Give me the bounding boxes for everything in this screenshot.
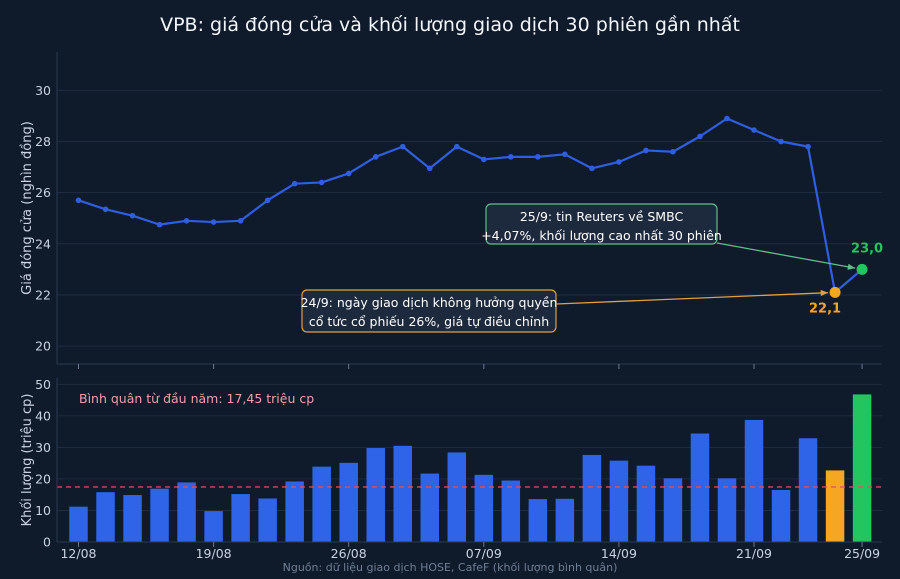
price-y-tick-label: 30 xyxy=(35,83,51,98)
price-point xyxy=(616,159,622,165)
price-point xyxy=(697,133,703,140)
average-volume-label: Bình quân từ đầu năm: 17,45 triệu cp xyxy=(79,391,314,406)
x-tick-label: 25/09 xyxy=(844,546,880,561)
price-point xyxy=(562,151,568,158)
volume-bar xyxy=(663,478,683,542)
volume-bar xyxy=(312,466,331,542)
price-point xyxy=(670,148,676,155)
price-point xyxy=(805,143,811,150)
price-label-green: 23,0 xyxy=(851,241,883,256)
volume-bar xyxy=(555,498,575,542)
volume-bar xyxy=(123,495,142,542)
annotation-smbc-text: +4,07%, khối lượng cao nhất 30 phiên xyxy=(481,228,722,243)
price-point xyxy=(129,212,136,219)
annotation-smbc-box xyxy=(485,203,718,245)
price-point xyxy=(183,217,190,224)
price-point xyxy=(589,165,595,172)
volume-bar xyxy=(285,481,304,542)
price-line xyxy=(78,117,863,294)
volume-bar xyxy=(825,470,845,542)
price-point xyxy=(210,219,217,225)
volume-y-tick-label: 0 xyxy=(43,535,51,550)
price-point xyxy=(724,115,730,122)
price-point xyxy=(453,143,460,150)
annotation-ex-rights-arrowhead xyxy=(820,289,829,297)
x-tick-label: 26/08 xyxy=(331,546,367,561)
price-y-axis-title: Giá đóng cửa (nghìn đồng) xyxy=(20,121,35,295)
price-point xyxy=(291,180,298,187)
price-y-tick-label: 22 xyxy=(35,287,51,302)
price-point xyxy=(264,197,271,204)
volume-y-tick-label: 30 xyxy=(35,440,51,455)
price-point xyxy=(535,154,541,160)
annotation-ex-rights-text: 24/9: ngày giao dịch không hưởng quyền xyxy=(301,295,558,310)
x-tick-label: 12/08 xyxy=(60,546,96,561)
price-point xyxy=(345,170,352,177)
x-tick-label: 14/09 xyxy=(601,546,637,561)
source-footer: Nguồn: dữ liệu giao dịch HOSE, CafeF (kh… xyxy=(282,561,618,574)
annotation-ex-rights-arrow xyxy=(555,292,829,305)
volume-bar xyxy=(582,454,602,542)
price-point xyxy=(399,143,406,150)
volume-bar xyxy=(771,489,791,542)
price-point xyxy=(508,154,514,160)
volume-bar xyxy=(717,478,737,542)
volume-bar xyxy=(528,499,548,542)
volume-bar xyxy=(798,438,818,542)
volume-bar xyxy=(69,506,88,542)
volume-bar xyxy=(609,460,629,542)
x-tick-label: 19/08 xyxy=(196,546,232,561)
annotation-ex-rights-text: cổ tức cổ phiếu 26%, giá tự điều chỉnh xyxy=(309,314,549,329)
price-point xyxy=(751,127,757,133)
price-point xyxy=(318,179,325,186)
volume-bar xyxy=(501,480,521,542)
volume-bar xyxy=(177,482,196,542)
price-point-highlight-green xyxy=(856,263,868,275)
price-point xyxy=(643,147,649,154)
volume-bar xyxy=(636,465,656,542)
volume-bar xyxy=(96,492,115,542)
price-label-orange: 22,1 xyxy=(809,301,841,316)
volume-y-tick-label: 20 xyxy=(35,471,51,486)
annotation-smbc-arrowhead xyxy=(847,263,856,270)
volume-bar xyxy=(258,498,277,542)
volume-y-tick-label: 50 xyxy=(35,377,51,392)
volume-bar xyxy=(852,394,872,542)
volume-y-tick-label: 40 xyxy=(35,408,51,423)
volume-bar xyxy=(744,419,764,542)
price-point xyxy=(778,138,784,145)
price-point xyxy=(426,165,433,172)
annotation-smbc-text: 25/9: tin Reuters về SMBC xyxy=(520,209,684,224)
price-y-tick-label: 26 xyxy=(35,185,51,200)
volume-bar xyxy=(447,452,467,542)
price-point xyxy=(75,197,82,204)
price-point xyxy=(481,156,487,163)
volume-y-axis-title: Khối lượng (triệu cp) xyxy=(20,394,35,527)
volume-bar xyxy=(420,473,440,542)
price-point xyxy=(156,221,163,228)
price-point xyxy=(102,206,109,213)
volume-bar xyxy=(393,445,412,542)
price-y-tick-label: 20 xyxy=(35,339,51,354)
chart-title: VPB: giá đóng cửa và khối lượng giao dịc… xyxy=(160,14,740,36)
price-y-tick-label: 24 xyxy=(35,236,51,251)
volume-bar xyxy=(339,462,358,542)
annotation-smbc-arrow xyxy=(716,242,856,269)
x-tick-label: 21/09 xyxy=(736,546,772,561)
price-point xyxy=(372,154,379,160)
volume-bar xyxy=(150,488,169,542)
annotation-ex-rights-box xyxy=(301,289,557,333)
volume-bar xyxy=(231,494,250,542)
volume-bar xyxy=(474,474,494,542)
x-tick-label: 07/09 xyxy=(466,546,502,561)
price-point-highlight-orange xyxy=(829,286,841,298)
volume-bar xyxy=(204,511,223,542)
volume-y-tick-label: 10 xyxy=(35,503,51,518)
price-point xyxy=(237,217,244,224)
volume-bar xyxy=(690,433,710,542)
price-y-tick-label: 28 xyxy=(35,134,51,149)
volume-bar xyxy=(366,448,385,542)
